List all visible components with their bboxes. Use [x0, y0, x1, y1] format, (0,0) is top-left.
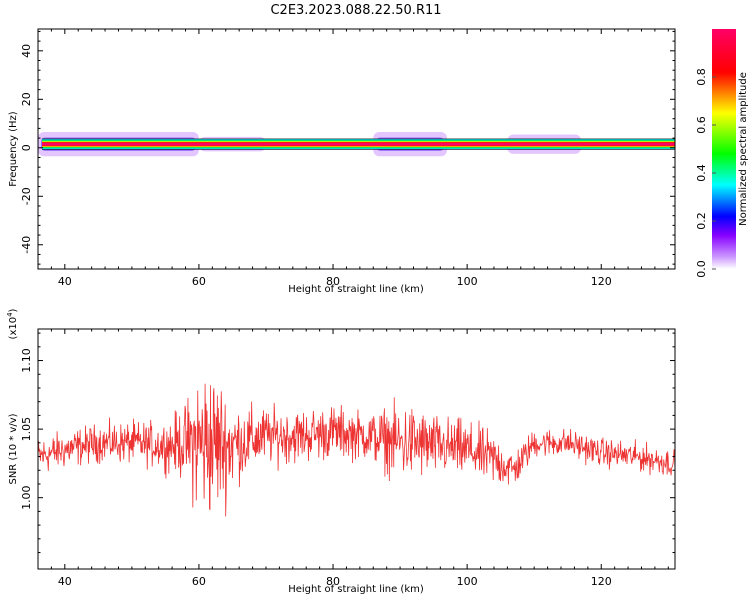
colorbar-tick-label: 0.6: [695, 116, 708, 134]
snr-xtick-label: 40: [58, 575, 72, 588]
colorbar-ticks: 0.0 0.2 0.4 0.6 0.8: [695, 68, 716, 278]
snr-ylabel: SNR (10 * v/v): [8, 413, 19, 484]
spectrogram-xtick-label: 80: [326, 275, 340, 288]
spectrogram-xtick-label: 40: [58, 275, 72, 288]
spectrogram-ytick-label: 20: [20, 92, 33, 106]
colorbar-tick-label: 0.4: [695, 164, 708, 182]
colorbar-tick-label: 0.8: [695, 68, 708, 86]
spectrogram-xtick-label: 120: [591, 275, 612, 288]
snr-xlabel: Height of straight line (km): [288, 584, 424, 595]
spectrogram-ytick-label: -40: [20, 236, 33, 254]
snr-panel: 40 60 80 100 120 1.00 1.05 1.10 Height of strai…: [6, 308, 676, 595]
snr-xtick-label: 120: [591, 575, 612, 588]
spectrogram-frame: [37, 28, 676, 270]
colorbar-tick-label: 0.2: [695, 212, 708, 230]
spectrogram-ticks: 40 60 80 100 120 40 20 0 -20 -40: [20, 29, 675, 288]
snr-series-line: [38, 383, 675, 517]
spectrogram-band: [38, 132, 675, 157]
spectrogram-panel: 40 60 80 100 120 40 20 0 -20 -40 Height of straig…: [8, 28, 676, 295]
spectrogram-ytick-label: 0: [20, 144, 33, 151]
colorbar-gradient: [712, 29, 736, 269]
spectrogram-xtick-label: 60: [192, 275, 206, 288]
colorbar-label: Normalized spectral amplitude: [738, 72, 749, 226]
colorbar: 0.0 0.2 0.4 0.6 0.8 Normalized spectral ampl…: [695, 29, 749, 278]
snr-ytick-label: 1.00: [20, 485, 33, 510]
snr-ticks: 40 60 80 100 120 1.00 1.05 1.10: [20, 329, 675, 588]
snr-xtick-label: 60: [192, 575, 206, 588]
spectrogram-xtick-label: 100: [457, 275, 478, 288]
snr-ytick-label: 1.10: [20, 348, 33, 373]
colorbar-tick-label: 0.0: [695, 260, 708, 278]
snr-scale-label: (x104): [6, 308, 19, 339]
figure-title: C2E3.2023.088.22.50.R11: [270, 3, 441, 18]
snr-xtick-label: 100: [457, 575, 478, 588]
snr-frame: [37, 328, 676, 570]
spectrogram-ytick-label: 40: [20, 44, 33, 58]
spectrogram-xlabel: Height of straight line (km): [288, 284, 424, 295]
spectral-band-layer: [42, 142, 675, 146]
snr-ytick-label: 1.05: [20, 417, 33, 442]
spectrogram-ylabel: Frequency (Hz): [8, 111, 19, 187]
spectrogram-ytick-label: -20: [20, 187, 33, 205]
snr-xtick-label: 80: [326, 575, 340, 588]
